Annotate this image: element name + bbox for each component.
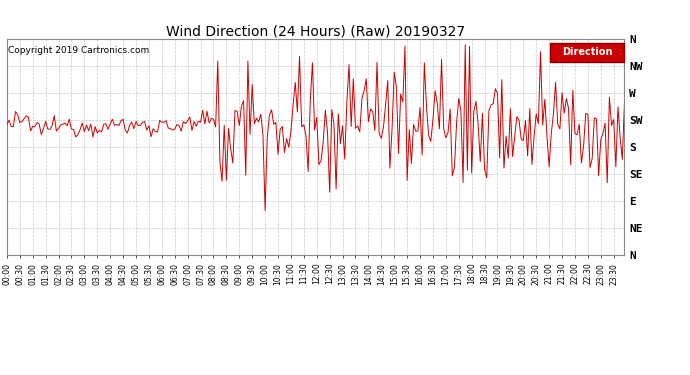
Title: Wind Direction (24 Hours) (Raw) 20190327: Wind Direction (24 Hours) (Raw) 20190327: [166, 24, 465, 38]
Text: Direction: Direction: [562, 47, 613, 57]
FancyBboxPatch shape: [551, 43, 624, 62]
Text: Copyright 2019 Cartronics.com: Copyright 2019 Cartronics.com: [8, 46, 150, 55]
